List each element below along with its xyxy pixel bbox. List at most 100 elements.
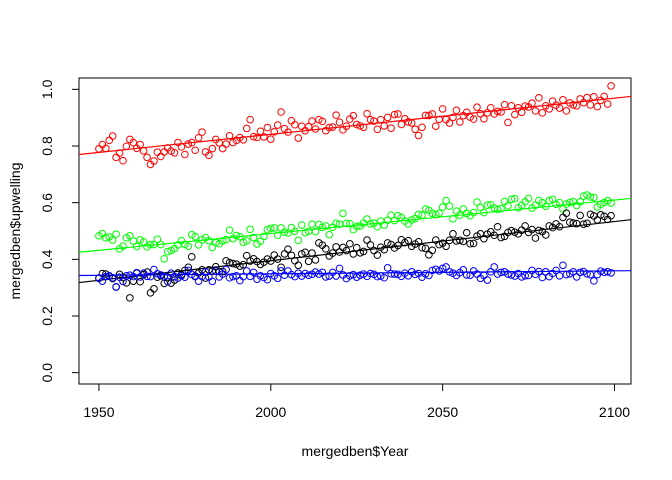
data-point xyxy=(356,249,364,257)
data-point xyxy=(143,153,151,162)
data-point xyxy=(187,252,196,261)
data-point xyxy=(579,98,588,107)
data-point xyxy=(122,142,131,151)
data-point xyxy=(263,275,272,284)
data-point xyxy=(459,266,468,274)
data-point xyxy=(174,138,182,147)
data-point xyxy=(308,117,316,125)
data-point xyxy=(318,223,327,232)
data-point xyxy=(287,116,296,125)
data-point xyxy=(459,205,468,213)
plot-frame xyxy=(78,77,632,385)
data-point xyxy=(249,132,258,141)
data-point xyxy=(366,115,375,124)
data-point xyxy=(428,110,437,118)
data-point xyxy=(607,211,615,220)
data-point xyxy=(139,147,148,155)
data-point xyxy=(181,273,189,281)
data-point xyxy=(517,108,526,117)
data-point xyxy=(342,122,351,130)
trend-line xyxy=(78,95,632,156)
data-point xyxy=(194,133,203,142)
data-point xyxy=(428,246,437,255)
data-point xyxy=(184,263,193,272)
data-point xyxy=(370,117,378,125)
data-point xyxy=(596,211,605,219)
data-point xyxy=(304,122,313,131)
data-point xyxy=(277,108,285,116)
data-point xyxy=(105,136,114,145)
data-point xyxy=(335,248,344,256)
data-point xyxy=(586,101,595,109)
data-point xyxy=(260,133,268,141)
data-point xyxy=(119,156,127,165)
data-point xyxy=(593,102,602,111)
data-point xyxy=(572,101,581,110)
data-point xyxy=(456,211,464,219)
data-point xyxy=(480,115,488,123)
data-point xyxy=(418,123,426,132)
data-point xyxy=(346,239,354,248)
data-point xyxy=(294,134,303,142)
data-point xyxy=(541,231,550,239)
data-point xyxy=(342,246,351,255)
y-tick-label: 1.0 xyxy=(39,79,55,99)
data-point xyxy=(205,236,213,245)
data-point xyxy=(449,215,457,223)
data-point xyxy=(270,251,279,259)
data-point xyxy=(497,233,505,242)
data-point xyxy=(376,115,385,124)
data-point xyxy=(390,270,399,278)
data-point xyxy=(456,118,464,126)
data-point xyxy=(242,267,251,275)
data-point xyxy=(421,111,430,120)
data-point xyxy=(480,208,488,217)
data-point xyxy=(421,205,430,213)
data-point xyxy=(559,261,567,270)
data-point xyxy=(139,237,148,246)
data-point xyxy=(232,231,241,240)
data-point xyxy=(160,148,169,156)
data-point xyxy=(511,110,519,119)
data-point xyxy=(177,143,186,151)
data-point xyxy=(469,208,478,217)
data-point xyxy=(387,124,395,132)
data-point xyxy=(308,249,316,257)
data-point xyxy=(198,128,206,136)
x-axis: 1950 2000 2050 2100 xyxy=(83,383,630,420)
data-point xyxy=(321,273,330,281)
data-point xyxy=(497,108,505,116)
data-point xyxy=(535,226,543,235)
data-point xyxy=(146,272,155,281)
data-point xyxy=(246,225,254,234)
data-point xyxy=(462,228,471,237)
data-point xyxy=(500,100,509,109)
data-point xyxy=(311,125,320,133)
data-point xyxy=(342,219,351,228)
y-tick-label: 0.6 xyxy=(39,193,55,213)
data-point xyxy=(559,205,567,213)
data-point xyxy=(318,117,327,126)
x-axis-label: mergedben$Year xyxy=(302,443,409,459)
data-point xyxy=(576,268,584,277)
data-point xyxy=(607,199,615,207)
data-point xyxy=(497,204,505,213)
data-point xyxy=(425,271,433,280)
data-point xyxy=(373,222,382,231)
data-point xyxy=(242,251,251,260)
data-point xyxy=(153,148,162,157)
data-point xyxy=(187,138,196,147)
data-point xyxy=(346,271,354,280)
data-point xyxy=(483,201,492,210)
data-point xyxy=(236,232,244,241)
data-point xyxy=(208,243,217,252)
data-point xyxy=(225,273,234,282)
data-point xyxy=(359,247,368,256)
data-point xyxy=(559,213,567,222)
data-point xyxy=(445,268,454,276)
data-point xyxy=(352,222,361,231)
data-point xyxy=(452,106,461,115)
data-point xyxy=(349,111,358,120)
data-points xyxy=(95,82,615,302)
data-point xyxy=(562,270,571,279)
